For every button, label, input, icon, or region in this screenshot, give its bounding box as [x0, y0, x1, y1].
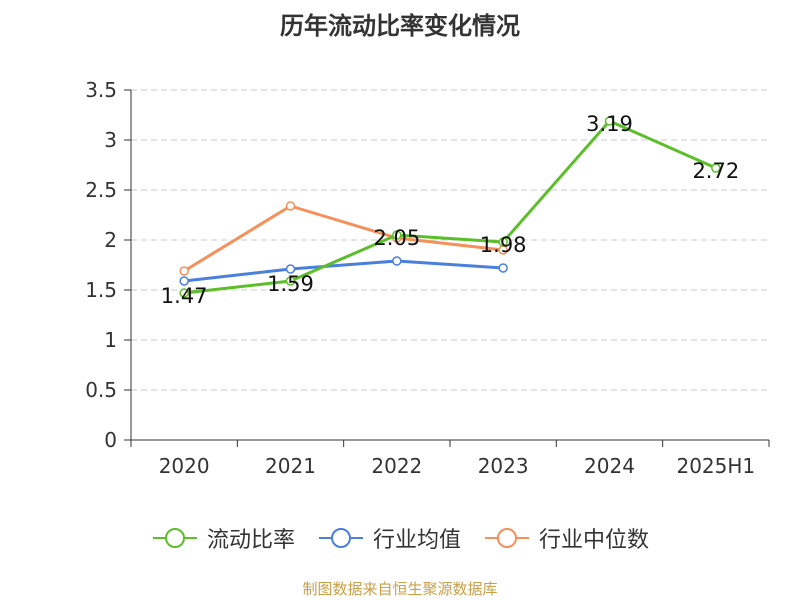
legend-item[interactable]: 行业中位数 [483, 522, 649, 554]
series-line [183, 119, 717, 295]
data-point [498, 263, 508, 273]
y-tick-label: 1 [104, 328, 117, 352]
source-note: 制图数据来自恒生聚源数据库 [302, 580, 498, 598]
y-tick-label: 0 [104, 428, 117, 452]
legend-label: 行业中位数 [539, 528, 650, 553]
legend-marker-icon [152, 528, 197, 548]
data-point [285, 201, 296, 211]
legend-label: 行业均值 [372, 528, 461, 553]
data-point [498, 237, 508, 247]
x-tick-label: 2022 [371, 454, 422, 478]
data-label: 2.72 [692, 159, 739, 183]
x-tick-label: 2020 [159, 454, 210, 478]
data-label: 3.19 [586, 112, 633, 136]
y-tick-label: 3.5 [85, 78, 117, 102]
data-point [711, 163, 721, 173]
chart-title: 历年流动比率变化情况 [280, 12, 520, 40]
legend-label: 流动比率 [206, 528, 295, 553]
y-tick-label: 2.5 [85, 178, 117, 202]
data-point [285, 264, 296, 274]
data-point [392, 256, 402, 266]
data-label: 1.47 [161, 284, 208, 308]
legend: 流动比率 行业均值 行业中位数 [0, 522, 800, 554]
data-point [179, 276, 189, 286]
y-tick-label: 0.5 [85, 378, 117, 402]
data-label: 1.59 [267, 272, 314, 296]
series-line [183, 204, 504, 273]
x-tick-label: 2021 [265, 454, 316, 478]
data-point [392, 230, 402, 240]
legend-item[interactable]: 行业均值 [317, 522, 461, 554]
data-point [604, 116, 615, 126]
legend-marker-icon [318, 528, 363, 548]
data-label: 1.98 [480, 233, 527, 257]
y-tick-label: 2 [104, 228, 117, 252]
legend-marker-icon [485, 528, 529, 548]
data-label: 2.05 [373, 226, 420, 250]
data-point [285, 276, 296, 286]
x-tick-label: 2025H1 [676, 454, 755, 478]
y-tick-label: 1.5 [85, 278, 117, 302]
legend-item[interactable]: 流动比率 [151, 522, 295, 554]
data-point [179, 288, 189, 298]
data-point [179, 266, 189, 276]
x-tick-label: 2024 [584, 454, 635, 478]
x-tick-label: 2023 [478, 454, 529, 478]
y-tick-label: 3 [104, 128, 117, 152]
series-line [183, 259, 504, 283]
